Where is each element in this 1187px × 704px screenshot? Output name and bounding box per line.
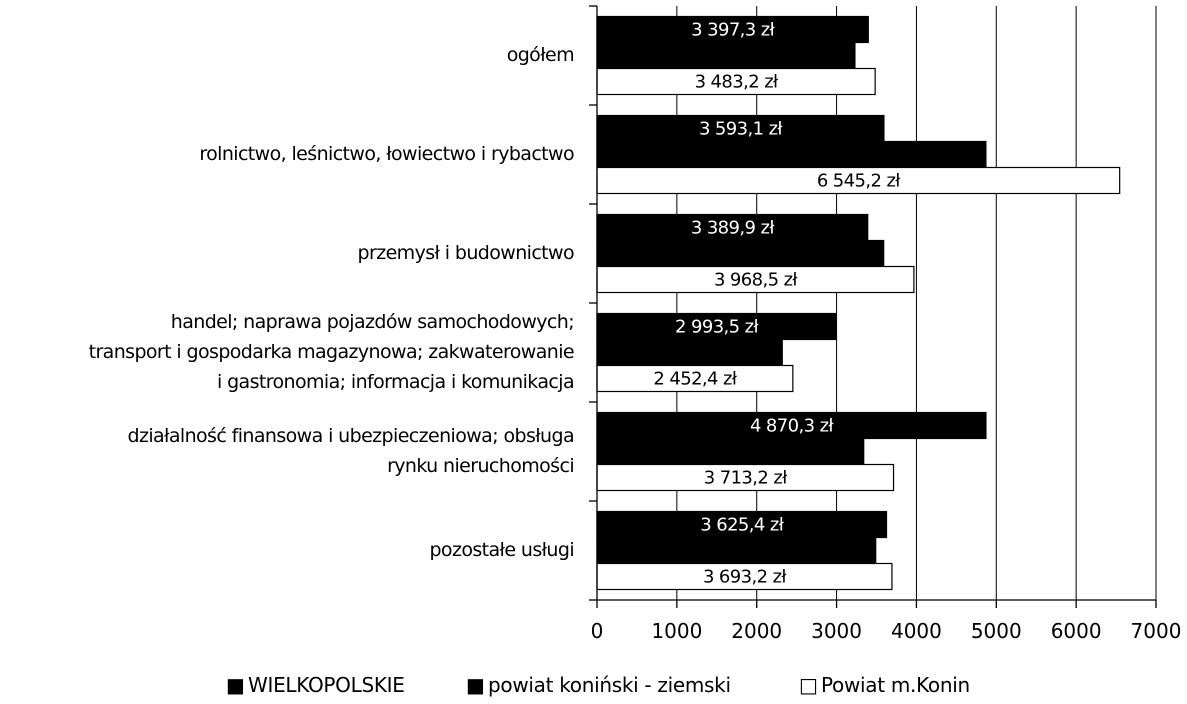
legend-entry: Powiat m.Konin [821,673,970,697]
category-label: ogółem [507,44,574,66]
legend-symbol: ■ [466,673,485,697]
x-tick-label: 2000 [731,619,782,643]
x-tick-label: 1000 [651,619,702,643]
data-label: 6 545,2 zł [817,171,901,192]
data-label: 3 397,3 zł [691,20,775,41]
gridlines [676,6,1157,600]
category-label: rynku nieruchomości [387,455,574,477]
data-label: 2 452,4 zł [653,369,737,390]
bar-wielkopolskie [596,510,888,539]
category-label: działalność finansowa i ubezpieczeniowa;… [128,425,575,447]
axes [589,5,1157,608]
data-label: 3 693,2 zł [703,567,787,588]
data-label: 3 968,5 zł [714,270,798,291]
data-label: 2 993,5 zł [675,317,759,338]
bars [596,15,1121,591]
bar-wielkopolskie [596,114,885,143]
data-label: 4 870,3 zł [750,416,834,437]
category-labels: ogółem rolnictwo, leśnictwo, łowiectwo i … [89,44,575,561]
bar-powiat-m-konin [596,463,895,492]
x-tick-labels: 0 1000 2000 3000 4000 5000 6000 7000 [591,619,1182,643]
x-tick-label: 5000 [971,619,1022,643]
data-labels: 3 397,3 zł 3 483,2 zł 3 593,1 zł 6 545,2 zł… [653,20,901,588]
category-label: i gastronomia; informacja i komunikacja [217,371,574,393]
category-label: przemysł i budownictwo [358,242,574,264]
legend-symbol: ■ [226,673,245,697]
data-label: 3 593,1 zł [699,119,783,140]
legend-entry: powiat koniński - ziemski [488,673,731,697]
x-tick-label: 4000 [891,619,942,643]
legend-symbol: □ [799,673,818,697]
bar-powiat-koninski [596,140,987,169]
bar-powiat-koninski [596,239,885,268]
x-tick-label: 0 [591,619,604,643]
bar-powiat-m-konin [596,562,893,591]
data-label: 3 483,2 zł [695,72,779,93]
bar-powiat-m-konin [596,67,876,96]
x-tick-label: 3000 [811,619,862,643]
bar-powiat-m-konin [596,265,915,294]
x-tick-label: 7000 [1131,619,1182,643]
data-label: 3 713,2 zł [704,468,788,489]
bar-powiat-koninski [596,536,877,565]
category-label: handel; naprawa pojazdów samochodowych; [171,311,574,333]
category-label: transport i gospodarka magazynowa; zakwa… [89,341,574,363]
category-label: rolnictwo, leśnictwo, łowiectwo i rybact… [199,143,574,165]
bar-wielkopolskie [596,213,869,242]
bar-powiat-koninski [596,338,783,367]
bar-wielkopolskie [596,312,837,341]
x-tick-label: 6000 [1051,619,1102,643]
data-label: 3 625,4 zł [700,515,784,536]
legend: ■ WIELKOPOLSKIE ■ powiat koniński - ziemski… [226,673,970,697]
bar-powiat-koninski [596,41,856,70]
bar-powiat-koninski [596,437,865,466]
data-label: 3 389,9 zł [691,218,775,239]
category-label: pozostałe usługi [429,539,574,561]
legend-entry: WIELKOPOLSKIE [248,673,405,697]
bar-powiat-m-konin [596,364,794,393]
